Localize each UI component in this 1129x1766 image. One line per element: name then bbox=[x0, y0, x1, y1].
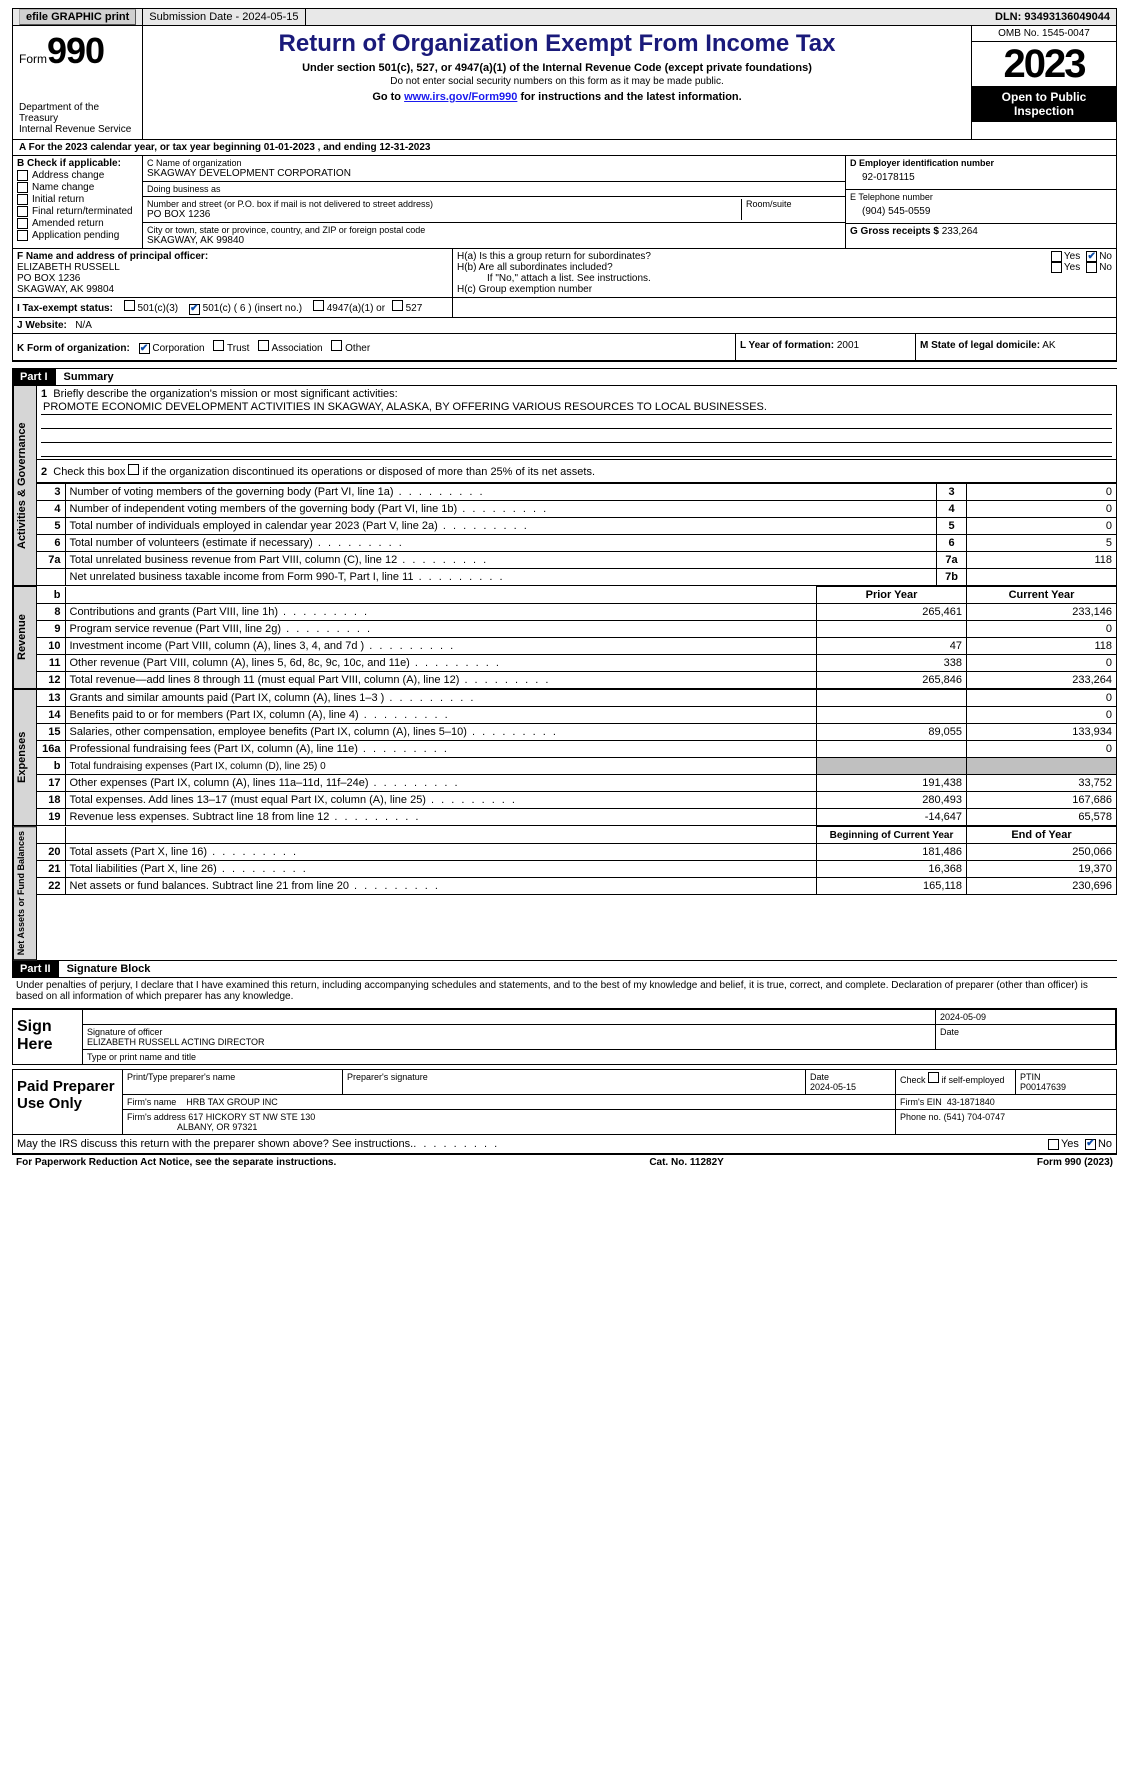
chk-discontinued[interactable] bbox=[128, 464, 139, 475]
footer: For Paperwork Reduction Act Notice, see … bbox=[12, 1154, 1117, 1170]
hb-yes[interactable] bbox=[1051, 262, 1062, 273]
chk-amended[interactable] bbox=[17, 218, 28, 229]
chk-trust[interactable] bbox=[213, 340, 224, 351]
chk-501c[interactable] bbox=[189, 304, 200, 315]
firm-name: HRB TAX GROUP INC bbox=[186, 1097, 278, 1107]
discuss-yes[interactable] bbox=[1048, 1139, 1059, 1150]
form-title-block: Return of Organization Exempt From Incom… bbox=[143, 26, 971, 139]
sign-here-block: Sign Here 2024-05-09 Signature of office… bbox=[12, 1008, 1117, 1065]
part1-header: Part I Summary bbox=[12, 368, 1117, 385]
chk-name-change[interactable] bbox=[17, 182, 28, 193]
chk-app-pending[interactable] bbox=[17, 230, 28, 241]
box-l: L Year of formation: 2001 bbox=[736, 334, 916, 362]
hb-no[interactable] bbox=[1086, 262, 1097, 273]
side-net: Net Assets or Fund Balances bbox=[13, 826, 37, 960]
box-m: M State of legal domicile: AK bbox=[916, 334, 1116, 362]
box-d-e-g: D Employer identification number 92-0178… bbox=[846, 156, 1116, 249]
chk-corp[interactable] bbox=[139, 343, 150, 354]
year-block: OMB No. 1545-0047 2023 Open to Public In… bbox=[971, 26, 1116, 139]
box-f: F Name and address of principal officer:… bbox=[13, 249, 453, 298]
side-gov: Activities & Governance bbox=[13, 385, 37, 586]
irs-link[interactable]: www.irs.gov/Form990 bbox=[404, 91, 517, 103]
chk-self-employed[interactable] bbox=[928, 1072, 939, 1083]
box-j: J Website: N/A bbox=[13, 318, 1116, 334]
side-rev: Revenue bbox=[13, 586, 37, 689]
preparer-block: Paid Preparer Use Only Print/Type prepar… bbox=[12, 1069, 1117, 1135]
dln: DLN: 93493136049044 bbox=[989, 9, 1116, 25]
ein: 92-0178115 bbox=[850, 168, 1112, 187]
expense-table: 13Grants and similar amounts paid (Part … bbox=[37, 689, 1117, 826]
efile-topbar: efile GRAPHIC print Submission Date - 20… bbox=[12, 8, 1117, 26]
chk-4947[interactable] bbox=[313, 300, 324, 311]
ha-no[interactable] bbox=[1086, 251, 1097, 262]
discuss-line: May the IRS discuss this return with the… bbox=[12, 1135, 1117, 1154]
side-exp: Expenses bbox=[13, 689, 37, 826]
gov-table: 3Number of voting members of the governi… bbox=[37, 483, 1117, 586]
chk-other[interactable] bbox=[331, 340, 342, 351]
form-id-block: Form990 Department of the Treasury Inter… bbox=[13, 26, 143, 139]
chk-527[interactable] bbox=[392, 300, 403, 311]
phone: (904) 545-0559 bbox=[850, 202, 1112, 221]
mission: PROMOTE ECONOMIC DEVELOPMENT ACTIVITIES … bbox=[41, 400, 1112, 415]
chk-initial-return[interactable] bbox=[17, 194, 28, 205]
org-name: SKAGWAY DEVELOPMENT CORPORATION bbox=[147, 168, 841, 179]
box-k: K Form of organization: Corporation Trus… bbox=[13, 334, 736, 362]
box-c: C Name of organization SKAGWAY DEVELOPME… bbox=[143, 156, 846, 249]
efile-button[interactable]: efile GRAPHIC print bbox=[19, 9, 136, 25]
street: PO BOX 1236 bbox=[147, 209, 741, 220]
ptin: P00147639 bbox=[1020, 1082, 1066, 1092]
discuss-no[interactable] bbox=[1085, 1139, 1096, 1150]
netassets-table: Beginning of Current Year End of Year 20… bbox=[37, 826, 1117, 895]
revenue-table: b Prior Year Current Year 8Contributions… bbox=[37, 586, 1117, 689]
tax-year-line: A For the 2023 calendar year, or tax yea… bbox=[12, 140, 1117, 156]
city-state-zip: SKAGWAY, AK 99840 bbox=[147, 235, 841, 246]
part2-header: Part II Signature Block bbox=[12, 960, 1117, 977]
officer-name: ELIZABETH RUSSELL ACTING DIRECTOR bbox=[87, 1037, 265, 1047]
chk-final-return[interactable] bbox=[17, 206, 28, 217]
perjury-text: Under penalties of perjury, I declare th… bbox=[12, 977, 1117, 1004]
box-b: B Check if applicable: Address change Na… bbox=[13, 156, 143, 249]
chk-assoc[interactable] bbox=[258, 340, 269, 351]
form-title: Return of Organization Exempt From Incom… bbox=[151, 30, 963, 58]
submission-date: Submission Date - 2024-05-15 bbox=[143, 9, 305, 25]
chk-address-change[interactable] bbox=[17, 170, 28, 181]
box-i: I Tax-exempt status: 501(c)(3) 501(c) ( … bbox=[13, 298, 453, 318]
box-h: H(a) Is this a group return for subordin… bbox=[453, 249, 1116, 298]
chk-501c3[interactable] bbox=[124, 300, 135, 311]
ha-yes[interactable] bbox=[1051, 251, 1062, 262]
box-j-placeholder bbox=[453, 298, 1116, 318]
gross-receipts: 233,264 bbox=[942, 226, 978, 237]
